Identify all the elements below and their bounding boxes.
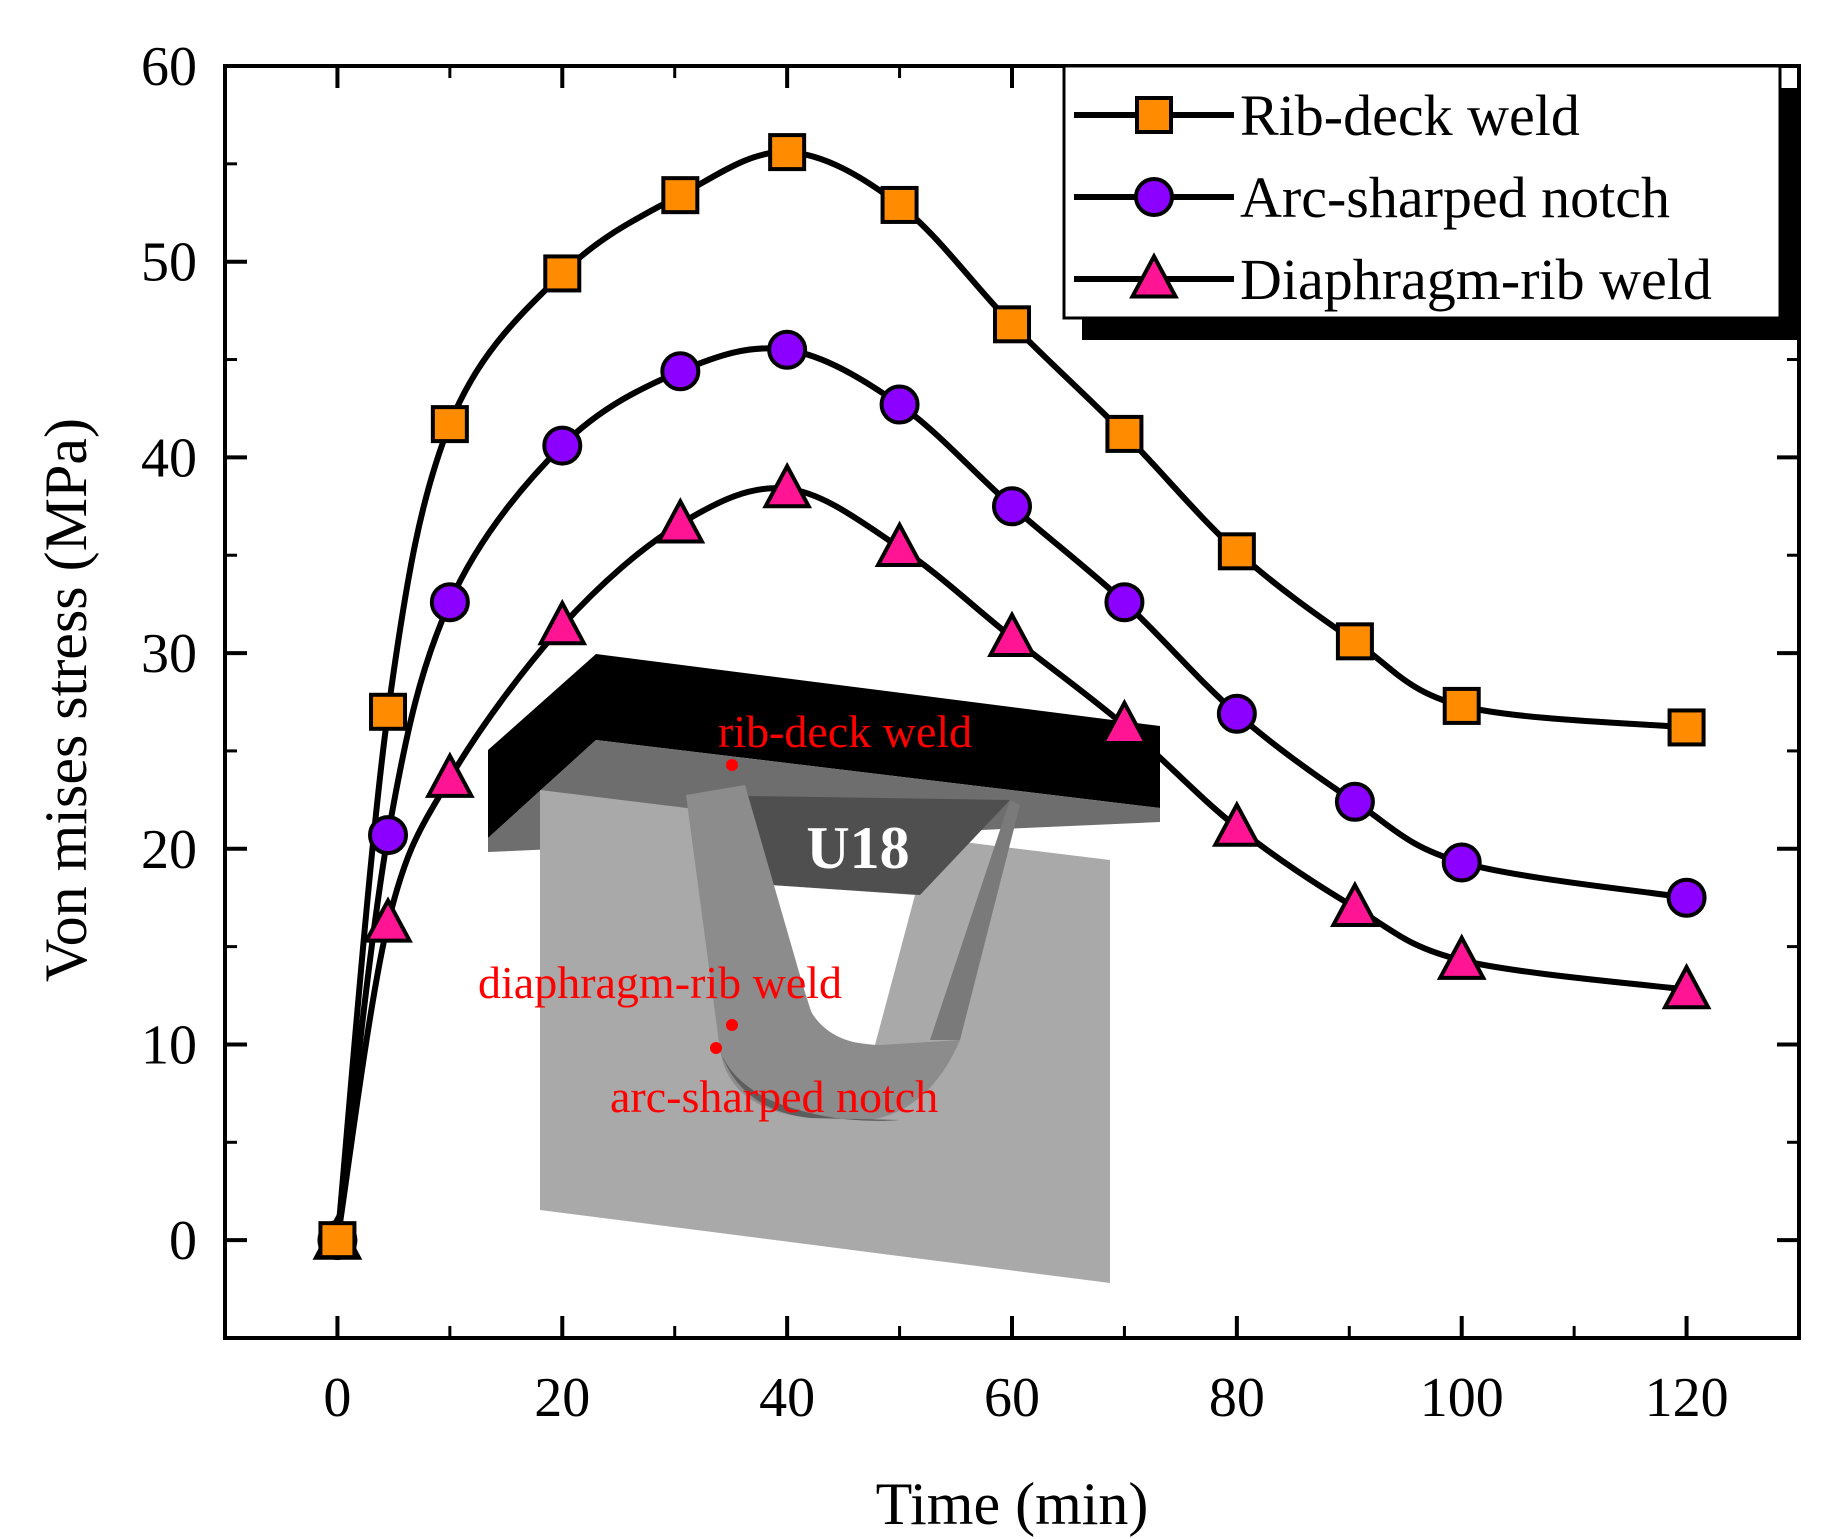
legend-items: Rib-deck weld Arc-sharped notch Diaphragm-… [1074,83,1712,312]
data-point-series-1 [767,329,808,370]
inset-label-diaphragm-rib-weld: diaphragm-rib weld [478,957,842,1008]
y-tick-label: 20 [141,819,197,881]
inset-label-arc-sharped-notch: arc-sharped notch [610,1071,938,1122]
y-axis-title: Von mises stress (MPa) [33,418,99,982]
u-rib-left-wall [686,785,960,1120]
data-point-series-2 [363,896,413,943]
axes: 0 20 40 60 80 100 120 0 10 20 30 40 50 60 [141,36,1801,1429]
data-point-series-1 [1441,842,1482,883]
legend-marker [1135,96,1173,134]
deck-plate-top-face [596,654,1160,808]
data-point-series-0 [543,254,582,293]
x-axis-title: Time (min) [876,1471,1149,1537]
data-point-series-2 [1211,800,1262,847]
rib-opening [770,885,915,1045]
arc-sharped-notch-point [710,1042,722,1054]
data-point-series-0 [430,405,469,444]
y-tick-label: 40 [141,427,197,489]
data-point-series-2 [537,598,588,646]
data-point-series-0 [369,692,408,731]
legend-label: Diaphragm-rib weld [1240,247,1712,312]
diaphragm-rib-weld-point [726,1019,738,1031]
y-tick-label: 0 [169,1210,197,1272]
x-tick-label: 60 [984,1367,1040,1429]
inset-title: U18 [806,815,909,881]
legend-label: Arc-sharped notch [1240,165,1670,230]
data-point-series-0 [1335,622,1374,661]
data-point-series-2 [1330,880,1380,928]
data-point-series-2 [1436,933,1487,980]
data-point-series-0 [880,185,919,224]
inset-label-rib-deck-weld: rib-deck weld [718,706,972,757]
data-point-series-0 [318,1221,357,1260]
x-tick-label: 20 [534,1367,590,1429]
data-point-series-1 [1666,877,1707,918]
data-point-series-1 [879,384,920,425]
x-tick-label: 40 [759,1367,815,1429]
data-point-series-2 [1099,698,1150,746]
rib-bottom-shade [720,1050,900,1121]
data-point-series-2 [987,610,1037,657]
data-point-series-1 [1334,781,1375,822]
legend-label: Rib-deck weld [1240,83,1580,148]
data-point-series-2 [1661,962,1712,1010]
data-point-series-2 [655,497,706,544]
y-tick-label: 50 [141,232,197,294]
x-tick-label: 80 [1209,1367,1265,1429]
x-tick-label: 120 [1645,1367,1729,1429]
data-point-series-0 [661,176,700,215]
x-tick-label: 0 [323,1367,351,1429]
y-tick-label: 10 [141,1014,197,1076]
rib-deck-weld-point [726,759,738,771]
data-point-series-0 [1217,532,1256,571]
data-point-series-1 [1216,693,1257,734]
y-tick-label: 60 [141,36,197,98]
deck-plate-front-face [488,654,596,838]
data-point-series-1 [429,582,470,623]
data-point-series-0 [768,133,807,172]
legend-marker [1129,252,1179,299]
data-point-series-0 [1442,686,1481,725]
data-point-series-2 [762,461,813,509]
legend-box [1062,64,1782,320]
data-point-series-2 [874,520,925,567]
data-point-series-0 [993,305,1031,344]
data-point-series-1 [1104,582,1145,623]
data-point-series-0 [1105,414,1144,453]
legend-marker [1134,177,1174,217]
data-point-series-1 [660,351,701,392]
data-point-series-2 [424,751,475,798]
inset-model: U18 rib-deck weld diaphragm-rib weld arc… [478,654,1160,1283]
data-point-series-1 [992,486,1032,527]
y-tick-label: 30 [141,623,197,685]
x-tick-label: 100 [1420,1367,1504,1429]
data-point-series-1 [368,815,409,856]
u-rib-right-wall [930,800,1020,1040]
legend: Rib-deck weld Arc-sharped notch Diaphragm-… [1062,64,1798,340]
data-point-series-0 [1667,708,1706,747]
data-point-series-1 [542,425,583,466]
plot-area [312,133,1712,1261]
